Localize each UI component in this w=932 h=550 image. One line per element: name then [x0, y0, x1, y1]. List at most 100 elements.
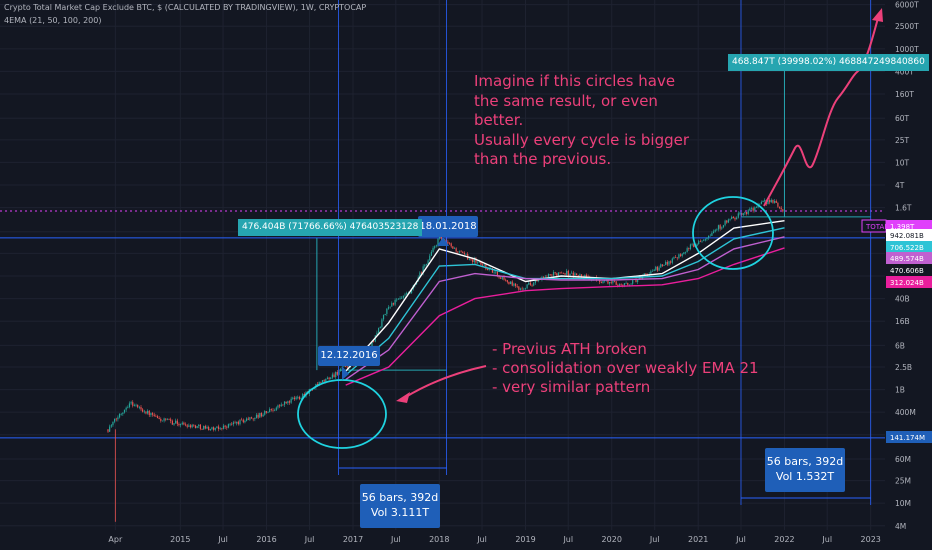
candle-body: [326, 377, 329, 379]
candle-body: [627, 282, 629, 285]
candle-body: [688, 248, 690, 250]
candle-body: [137, 404, 139, 408]
candle-body: [274, 410, 276, 412]
x-tick-label: Jul: [476, 535, 487, 544]
candle-body: [637, 279, 639, 282]
candle-body: [226, 426, 228, 428]
candle-body: [382, 315, 385, 320]
range-2021-bars: 56 bars, 392d: [766, 455, 844, 468]
candle-body: [188, 425, 190, 427]
candle-body: [731, 216, 733, 220]
candle-body: [574, 273, 576, 276]
candle-body: [737, 213, 739, 218]
x-tick-label: Jul: [821, 535, 832, 544]
candle-body: [691, 244, 693, 246]
pattern-line-1: - Previus ATH broken: [492, 340, 647, 358]
candle-body: [607, 279, 609, 284]
candle-body: [679, 254, 682, 256]
candle-body: [280, 404, 282, 407]
candle-body: [346, 366, 348, 368]
x-tick-label: 2017: [343, 535, 363, 544]
candle-body: [246, 418, 248, 421]
candle-body: [643, 273, 645, 276]
candle-body: [448, 243, 451, 245]
candle-body: [514, 283, 517, 287]
y-tick-label: 2500T: [895, 22, 919, 31]
candle-body: [199, 424, 201, 429]
candle-body: [675, 257, 677, 258]
range-2017-volume: Vol 3.111T: [370, 506, 430, 519]
candle-body: [498, 276, 500, 278]
candle-body: [110, 425, 112, 427]
candle-body: [343, 366, 345, 367]
candle-body: [536, 280, 538, 282]
candle-body: [726, 220, 728, 223]
candle-body: [755, 207, 758, 209]
candle-body: [609, 281, 611, 284]
candle-body: [453, 248, 456, 249]
candle-body: [615, 281, 617, 285]
candle-body: [135, 404, 137, 406]
candle-body: [290, 398, 292, 403]
price-label-text: 706.522B: [890, 244, 924, 252]
candle-body: [506, 280, 508, 282]
candle-body: [483, 264, 485, 266]
candle-body: [204, 426, 206, 429]
candle-body: [510, 281, 512, 285]
candle-body: [272, 409, 274, 411]
candle-body: [201, 428, 203, 430]
candle-body: [193, 424, 195, 426]
candle-body: [184, 424, 187, 426]
candle-body: [434, 246, 436, 248]
candle-body: [336, 371, 338, 375]
candle-body: [531, 284, 533, 286]
candle-body: [250, 417, 253, 419]
y-tick-label: 25M: [895, 477, 911, 486]
candle-body: [252, 418, 254, 420]
candle-body: [123, 409, 126, 413]
candle-body: [399, 298, 401, 299]
candle-body: [604, 280, 606, 282]
candle-body: [561, 272, 563, 274]
y-tick-label: 10M: [895, 499, 911, 508]
price-label-box: [886, 252, 932, 264]
candle-body: [161, 420, 164, 422]
candle-body: [247, 418, 249, 420]
candle-body: [600, 282, 602, 283]
candle-body: [216, 426, 218, 428]
candle-body: [138, 407, 140, 408]
candle-body: [762, 200, 764, 203]
candle-body: [292, 397, 294, 399]
candle-body: [287, 401, 289, 404]
candle-body: [562, 272, 564, 274]
candle-body: [117, 417, 119, 420]
candle-body: [155, 416, 157, 417]
candle-body: [221, 428, 223, 430]
candle-body: [709, 235, 711, 237]
price-label-box: [886, 431, 932, 443]
candle-body: [452, 246, 454, 249]
candle-body: [381, 319, 383, 327]
candle-body: [219, 428, 221, 430]
candle-body: [229, 423, 231, 425]
y-tick-label: 160T: [895, 90, 914, 99]
candle-body: [143, 411, 145, 413]
candle-body: [378, 328, 380, 333]
candle-body: [470, 258, 472, 260]
candle-body: [534, 280, 536, 283]
candle-body: [420, 272, 423, 274]
candle-body: [112, 421, 114, 426]
candle-body: [602, 281, 604, 283]
candle-body: [501, 277, 503, 279]
candle-body: [330, 377, 332, 380]
candle-body: [701, 240, 703, 242]
candle-body: [145, 411, 147, 414]
candle-body: [293, 397, 296, 400]
candle-body: [516, 286, 518, 287]
y-tick-label: 6000T: [895, 1, 919, 10]
candle-body: [151, 413, 154, 415]
price-label-box: [886, 276, 932, 288]
candle-body: [384, 313, 386, 316]
candle-body: [742, 213, 744, 215]
